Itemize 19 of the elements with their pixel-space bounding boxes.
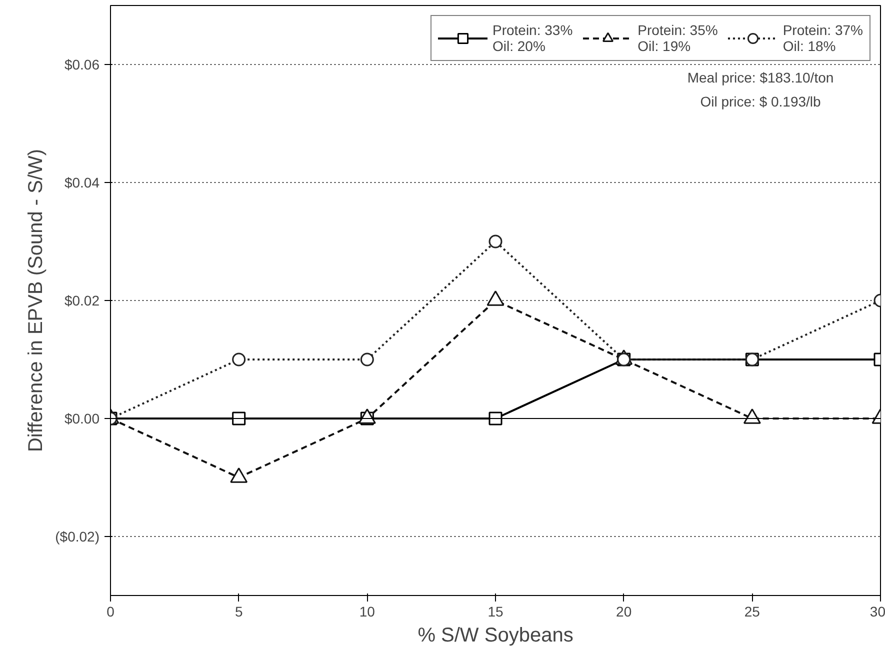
x-tick-label: 15 bbox=[488, 604, 504, 620]
x-axis-title: % S/W Soybeans bbox=[418, 624, 574, 646]
x-tick-label: 0 bbox=[106, 604, 115, 620]
y-axis-title: Difference in EPVB (Sound - S/W) bbox=[25, 148, 48, 452]
y-tick-label: $0.06 bbox=[64, 56, 100, 72]
x-tick-label: 20 bbox=[616, 604, 632, 620]
x-tick-label: 10 bbox=[359, 604, 376, 620]
x-tick-label: 25 bbox=[744, 604, 760, 620]
y-tick-label: $0.00 bbox=[64, 410, 100, 426]
annotation: Meal price: $183.10/ton bbox=[687, 70, 834, 86]
x-tick-label: 30 bbox=[870, 604, 885, 620]
y-tick-label: $0.04 bbox=[64, 174, 100, 190]
legend-label: Protein: 33% Oil: 20% bbox=[492, 22, 573, 54]
annotation: Oil price: $ 0.193/lb bbox=[700, 94, 822, 110]
y-tick-label: ($0.02) bbox=[55, 528, 100, 544]
x-tick-label: 5 bbox=[234, 604, 243, 620]
legend-label: Protein: 37% Oil: 18% bbox=[782, 22, 863, 54]
legend-label: Protein: 35% Oil: 19% bbox=[638, 22, 718, 54]
y-tick-label: $0.02 bbox=[64, 292, 100, 308]
